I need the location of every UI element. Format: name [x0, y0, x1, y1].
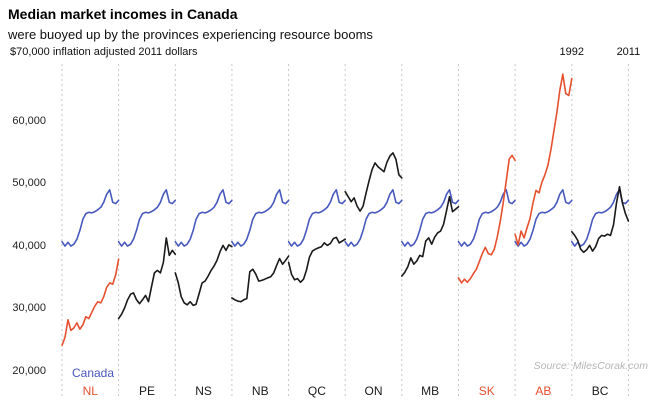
- province-line-pe: [117, 237, 177, 320]
- panel-label-nb: NB: [251, 384, 269, 398]
- y-axis-tick-40000: 40,000: [12, 240, 46, 252]
- canada-line-on: [344, 189, 403, 247]
- canada-legend-label: Canada: [71, 366, 115, 380]
- province-line-ns: [174, 244, 233, 307]
- y-axis-tick-50000: 50,000: [12, 177, 46, 189]
- canada-line-nl: [61, 189, 120, 247]
- y-axis-tick-30000: 30,000: [12, 302, 46, 314]
- province-line-nl: [61, 258, 120, 347]
- canada-line-mb: [401, 189, 460, 247]
- panel-label-on: ON: [364, 384, 383, 398]
- province-line-bc: [571, 185, 630, 254]
- province-line-ab: [514, 73, 573, 246]
- panel-label-ab: AB: [535, 384, 552, 398]
- canada-line-qc: [287, 189, 346, 247]
- year-label-start: 1992: [559, 46, 585, 58]
- panel-label-sk: SK: [478, 384, 495, 398]
- canada-line-sk: [457, 189, 516, 247]
- panel-label-nl: NL: [82, 384, 98, 398]
- source-credit: Source: MilesCorak.com: [533, 360, 648, 372]
- chart-subtitle: were buoyed up by the provinces experien…: [8, 27, 373, 42]
- canada-line-pe: [117, 189, 177, 247]
- province-line-qc: [287, 236, 346, 284]
- panel-label-pe: PE: [138, 384, 155, 398]
- y-axis-unit-note: $70,000 inflation adjusted 2011 dollars: [10, 46, 198, 58]
- canada-line-ns: [174, 189, 233, 247]
- panel-label-ns: NS: [195, 384, 212, 398]
- province-line-mb: [401, 195, 460, 277]
- panel-label-bc: BC: [591, 384, 609, 398]
- province-line-on: [344, 152, 403, 212]
- y-axis-tick-20000: 20,000: [12, 365, 46, 377]
- canada-line-ab: [514, 189, 573, 247]
- chart-title: Median market incomes in Canada: [8, 6, 238, 22]
- year-label-end: 2011: [616, 46, 641, 58]
- province-line-sk: [457, 154, 516, 284]
- province-line-nb: [231, 255, 290, 303]
- panel-label-mb: MB: [421, 384, 440, 398]
- canada-line-nb: [231, 189, 290, 247]
- y-axis-tick-60000: 60,000: [12, 115, 46, 127]
- panel-label-qc: QC: [307, 384, 326, 398]
